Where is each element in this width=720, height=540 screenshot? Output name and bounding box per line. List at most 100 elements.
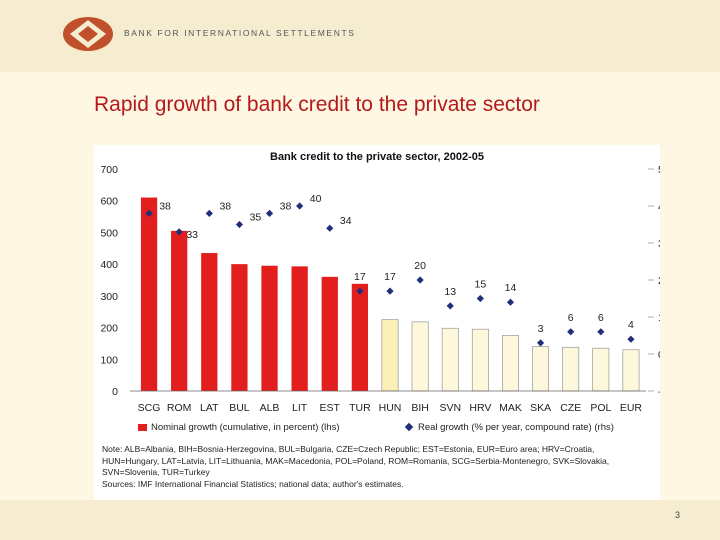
real-growth-marker-pol [597, 328, 605, 336]
bar-pol [592, 347, 610, 392]
real-growth-label-lit: 40 [310, 193, 322, 205]
legend-item-nominal: Nominal growth (cumulative, in percent) … [138, 422, 339, 433]
real-growth-marker-scg [145, 209, 153, 217]
real-growth-label-alb: 38 [280, 200, 292, 212]
bar-cze [562, 346, 580, 392]
bar-scg [140, 197, 158, 391]
real-growth-marker-hrv [476, 294, 484, 303]
real-growth-marker-mak [506, 298, 515, 306]
chart-notes: Note: ALB=Albania, BIH=Bosnia-Herzegovin… [102, 444, 658, 490]
bar-svn [441, 327, 459, 392]
real-growth-label-hrv: 15 [475, 279, 487, 291]
real-growth-label-svn: 13 [444, 286, 456, 298]
left-axis-tick-label: 600 [100, 196, 118, 208]
real-growth-label-cze: 6 [568, 312, 574, 324]
category-label-est: EST [320, 402, 341, 414]
bar-eur [622, 349, 640, 392]
note-line-3: SVN=Slovenia, TUR=Turkey [102, 467, 210, 477]
real-growth-marker-bul [235, 220, 244, 229]
bar-bul [231, 264, 248, 391]
bar-ska [532, 346, 550, 392]
real-growth-marker-alb [265, 209, 274, 217]
right-axis-tick-label: -10 [658, 386, 660, 398]
category-label-ska: SKA [530, 402, 551, 414]
bis-logo-icon [63, 17, 113, 51]
bar-tur [351, 283, 369, 391]
legend-bar-swatch [138, 423, 147, 431]
note-line-2: HUN=Hungary, LAT=Latvia, LIT=Lithuania, … [102, 455, 610, 466]
left-axis-tick-label: 100 [100, 354, 118, 366]
page-number: 3 [674, 510, 680, 520]
category-label-tur: TUR [349, 402, 371, 414]
category-label-rom: ROM [167, 402, 192, 414]
real-growth-marker-bih [416, 276, 424, 284]
category-label-hun: HUN [379, 402, 402, 414]
real-growth-marker-hun [386, 287, 394, 295]
category-label-svn: SVN [439, 402, 461, 414]
category-label-bih: BIH [411, 402, 429, 414]
real-growth-marker-svn [446, 302, 454, 310]
chart-legend: Nominal growth (cumulative, in percent) … [134, 422, 654, 436]
real-growth-marker-est [326, 224, 334, 232]
real-growth-label-bih: 20 [414, 260, 426, 272]
legend-label-nominal: Nominal growth (cumulative, in percent) … [151, 422, 340, 433]
sources-line: Sources: IMF International Financial Sta… [102, 478, 404, 489]
real-growth-label-rom: 33 [186, 229, 198, 241]
bar-bih [411, 321, 429, 392]
right-axis-tick-label: 0 [658, 349, 660, 361]
bar-est [321, 276, 338, 391]
right-axis-tick-label: 10 [658, 312, 660, 324]
category-label-alb: ALB [260, 402, 280, 414]
organization-name: BANK FOR INTERNATIONAL SETTLEMENTS [124, 28, 356, 38]
real-growth-label-mak: 14 [505, 282, 517, 294]
real-growth-label-est: 34 [340, 215, 352, 227]
real-growth-label-hun: 17 [384, 271, 396, 283]
category-label-cze: CZE [560, 402, 581, 414]
note-line-1: Note: ALB=Albania, BIH=Bosnia-Herzegovin… [102, 444, 595, 454]
chart-panel: 0 100 200 300 400 500 600 700 -10 0 10 20 30 40 50 SCG R… [94, 145, 660, 500]
bar-rom [171, 230, 188, 391]
left-axis-tick-label: 500 [100, 227, 118, 239]
bar-lit [291, 266, 308, 391]
legend-item-real: Real growth (% per year, compound rate) … [404, 422, 614, 433]
left-axis-tick-label: 0 [112, 386, 118, 398]
real-growth-marker-rom [175, 228, 183, 236]
right-axis-tick-label: 30 [658, 238, 660, 250]
header-band [0, 0, 720, 72]
category-label-scg: SCG [138, 402, 161, 414]
real-growth-marker-eur [627, 335, 635, 343]
category-label-lit: LIT [292, 402, 308, 414]
bar-chart: 0 100 200 300 400 500 600 700 -10 0 10 20 30 40 50 SCG R… [100, 164, 660, 414]
slide-title: Rapid growth of bank credit to the priva… [94, 93, 540, 116]
category-label-hrv: HRV [469, 402, 491, 414]
real-growth-label-eur: 4 [628, 319, 634, 331]
right-axis-tick-label: 50 [658, 164, 660, 176]
real-growth-label-tur: 17 [354, 271, 366, 283]
real-growth-label-ska: 3 [538, 323, 544, 335]
left-axis-tick-label: 200 [100, 323, 118, 335]
real-growth-label-pol: 6 [598, 312, 604, 324]
legend-label-real: Real growth (% per year, compound rate) … [418, 422, 614, 433]
left-axis-tick-label: 400 [100, 259, 118, 271]
real-growth-label-lat: 38 [219, 200, 231, 212]
category-label-pol: POL [590, 402, 611, 414]
real-growth-marker-lat [205, 209, 213, 217]
category-label-lat: LAT [200, 402, 219, 414]
legend-diamond-swatch [404, 423, 414, 432]
bar-lat [201, 253, 218, 391]
footer-band [0, 500, 720, 540]
real-growth-marker-cze [567, 328, 575, 336]
category-label-mak: MAK [499, 402, 522, 414]
real-growth-marker-tur [356, 287, 364, 295]
real-growth-marker-lit [296, 202, 304, 210]
left-axis-tick-label: 700 [100, 164, 118, 176]
real-growth-label-bul: 35 [250, 212, 262, 224]
right-axis-tick-label: 40 [658, 201, 660, 213]
real-growth-marker-ska [536, 339, 545, 347]
category-label-bul: BUL [229, 402, 250, 414]
chart-title: Bank credit to the private sector, 2002-… [270, 151, 484, 163]
bar-mak [502, 335, 519, 392]
bar-alb [261, 265, 278, 391]
real-growth-label-scg: 38 [159, 200, 171, 212]
right-axis-tick-label: 20 [658, 275, 660, 287]
